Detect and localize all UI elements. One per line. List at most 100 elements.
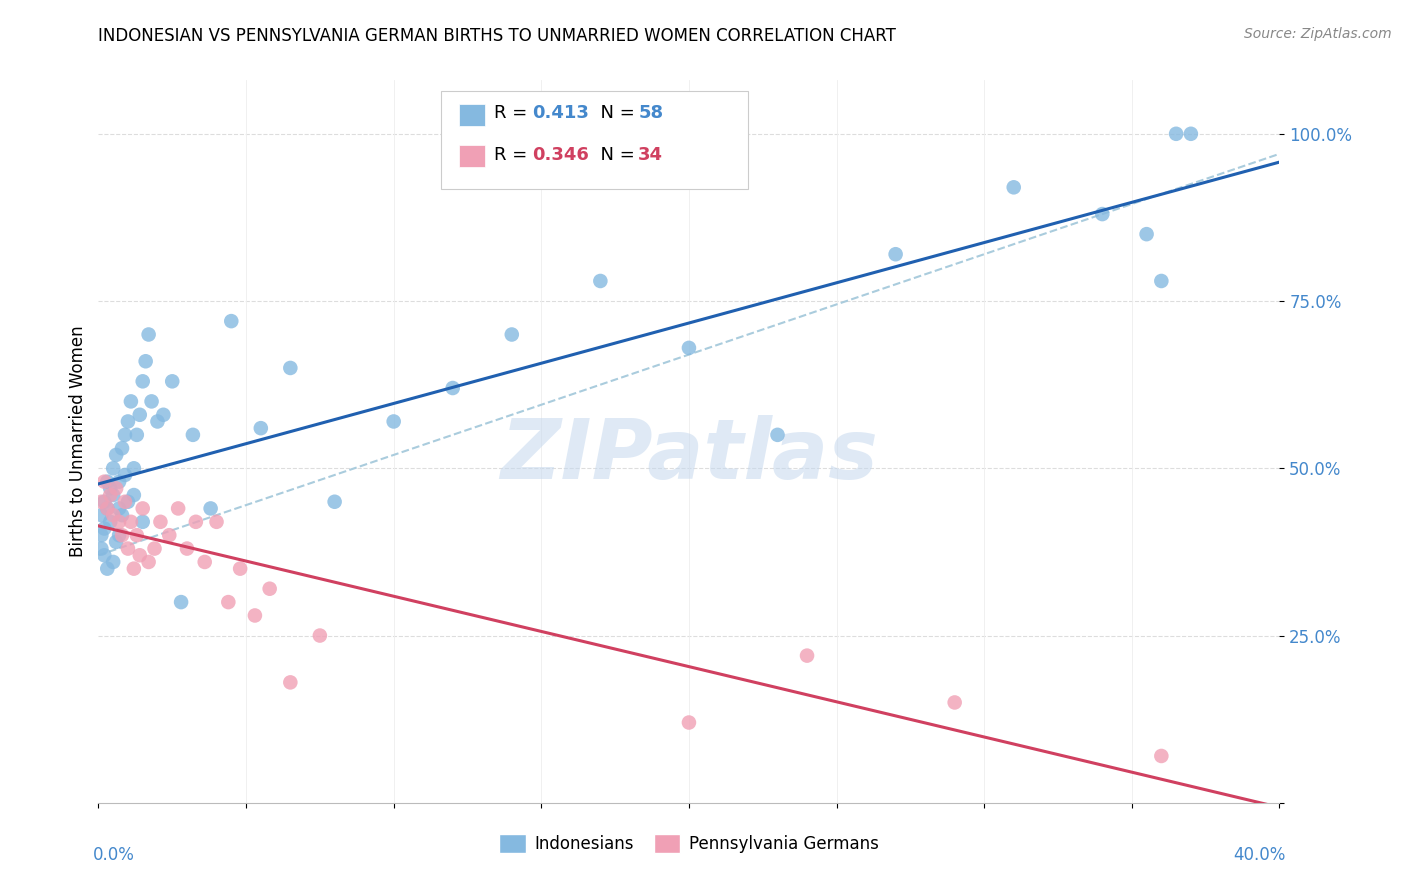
FancyBboxPatch shape [458,104,485,126]
Point [441,381,464,395]
Point [138,327,160,342]
Point [108,475,131,489]
Point [138,555,160,569]
Legend: Indonesians, Pennsylvania Germans: Indonesians, Pennsylvania Germans [492,827,886,860]
Text: Source: ZipAtlas.com: Source: ZipAtlas.com [1244,27,1392,41]
Point [884,247,907,261]
Point [170,595,193,609]
Point [181,427,204,442]
Point [157,528,180,542]
Point [105,448,128,462]
Point [1150,749,1173,764]
Point [96,501,118,516]
Point [323,494,346,508]
Point [1091,207,1114,221]
Point [128,548,150,563]
Point [766,427,789,442]
Point [108,515,131,529]
Point [167,501,190,516]
Point [90,494,112,508]
Point [1150,274,1173,288]
Point [250,421,273,435]
Point [128,408,150,422]
Y-axis label: Births to Unmarried Women: Births to Unmarried Women [69,326,87,558]
Point [229,562,252,576]
Point [943,696,966,710]
Point [205,515,228,529]
Point [114,427,136,442]
Point [1166,127,1188,141]
Point [678,341,700,355]
Point [117,541,139,556]
Point [111,528,134,542]
Point [105,534,128,549]
Point [125,427,148,442]
Point [96,475,118,489]
Point [98,488,121,502]
Point [1002,180,1025,194]
Text: 40.0%: 40.0% [1233,847,1285,864]
Text: R =: R = [494,103,533,122]
Text: ZIPatlas: ZIPatlas [501,416,877,497]
Point [122,488,145,502]
Point [149,515,172,529]
Point [90,508,112,523]
Point [382,414,405,429]
Point [146,414,169,429]
FancyBboxPatch shape [441,91,748,189]
Point [93,494,115,508]
Text: 58: 58 [638,103,664,122]
Point [280,361,302,376]
Text: 0.0%: 0.0% [93,847,135,864]
Point [217,595,239,609]
Point [114,467,136,482]
Point [114,494,136,508]
Point [132,375,155,389]
Point [108,528,131,542]
Point [1136,227,1159,242]
Point [132,515,155,529]
Text: 34: 34 [638,145,664,164]
Point [678,715,700,730]
Point [259,582,281,596]
Point [796,648,818,663]
Point [96,501,118,516]
Point [120,515,142,529]
Point [93,548,115,563]
Point [243,608,266,623]
Point [120,394,142,409]
Point [589,274,612,288]
Point [135,354,157,368]
Point [141,394,163,409]
Point [309,628,332,642]
Point [221,314,243,328]
Point [162,375,183,389]
Point [200,501,222,516]
Point [111,442,134,455]
Point [194,555,217,569]
Point [111,508,134,523]
Point [117,414,139,429]
Point [176,541,198,556]
Point [93,521,115,535]
Point [90,541,112,556]
Point [122,461,145,475]
Point [1180,127,1202,141]
Text: 0.413: 0.413 [531,103,589,122]
Point [184,515,207,529]
Text: N =: N = [589,103,640,122]
Point [93,475,115,489]
Point [103,461,125,475]
Point [90,528,112,542]
Text: R =: R = [494,145,533,164]
Point [125,528,148,542]
FancyBboxPatch shape [458,145,485,167]
Text: 0.346: 0.346 [531,145,589,164]
Point [143,541,166,556]
Point [103,508,125,523]
Point [152,408,174,422]
Point [103,488,125,502]
Point [501,327,523,342]
Point [96,562,118,576]
Point [98,482,121,496]
